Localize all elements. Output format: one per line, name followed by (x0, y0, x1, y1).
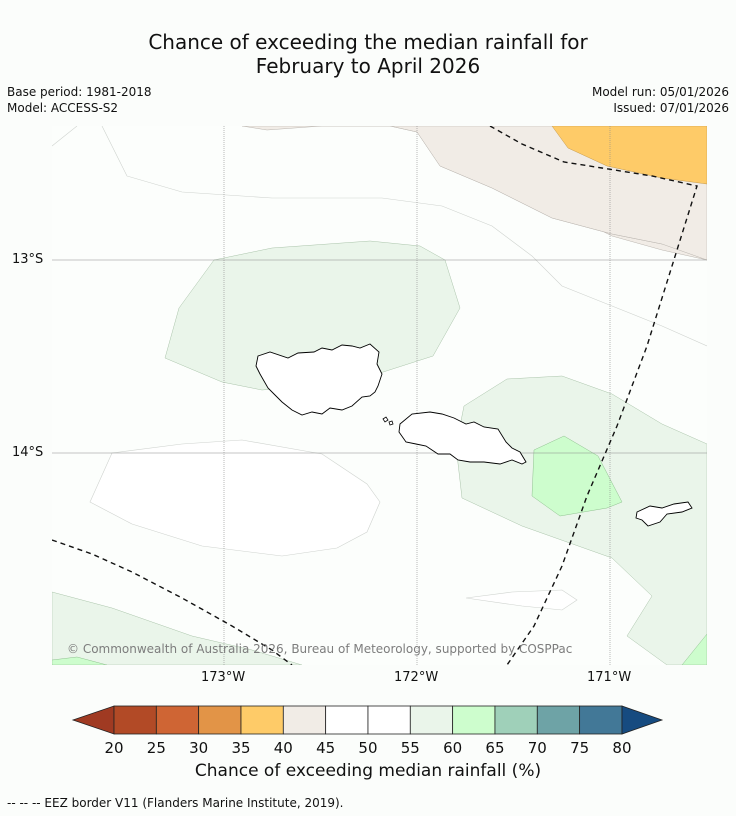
legend-tick-40: 40 (274, 739, 293, 757)
lat-label-14s: 14°S (12, 445, 44, 460)
contour-55-60-savaii (164, 240, 461, 391)
contour-50-55-small (465, 589, 578, 611)
contour-60-65-corner (681, 633, 707, 665)
contour-line-north (52, 126, 707, 347)
legend-cell-25_30 (155, 705, 200, 735)
lon-label-172w: 172°W (394, 670, 439, 685)
legend-cell-50_55 (367, 705, 411, 735)
eez-border-southwest (52, 539, 293, 665)
map-title: Chance of exceeding the median rainfall … (0, 30, 736, 78)
legend-colorbar: 20 25 30 35 40 45 50 55 60 65 70 75 80 (71, 705, 664, 757)
eez-border-north (489, 126, 698, 665)
legend-tick-45: 45 (316, 739, 335, 757)
contour-55-60-southwest (52, 591, 303, 665)
model-name: Model: ACCESS-S2 (7, 101, 119, 115)
copyright-notice: © Commonwealth of Australia 2026, Bureau… (67, 642, 573, 656)
legend-tick-25: 25 (147, 739, 166, 757)
legend-tick-20: 20 (104, 739, 123, 757)
lat-label-13s: 13°S (12, 252, 44, 267)
legend-cell-55_60 (409, 705, 454, 735)
title-line-1: Chance of exceeding the median rainfall … (148, 30, 588, 54)
legend-cell-40_45 (282, 705, 327, 735)
lon-label-173w: 173°W (201, 670, 246, 685)
eez-footnote: -- -- -- EEZ border V11 (Flanders Marine… (7, 796, 344, 810)
gridlines (52, 126, 707, 665)
legend-tick-50: 50 (358, 739, 377, 757)
island-upolu (398, 411, 527, 465)
legend-cell-75_80 (579, 705, 623, 735)
rainfall-map (52, 126, 707, 665)
legend-cell-45_50 (325, 705, 369, 735)
lon-label-171w: 171°W (587, 670, 632, 685)
legend-tick-60: 60 (443, 739, 462, 757)
meta-left: Base period: 1981-2018 Model: ACCESS-S2 (7, 84, 152, 116)
contour-55-60-east (455, 375, 707, 665)
base-period: Base period: 1981-2018 (7, 85, 152, 99)
contour-60-65-east (531, 435, 623, 517)
island-manono (382, 416, 389, 423)
island-tutuila (635, 501, 693, 527)
legend-cell-35_40 (240, 705, 284, 735)
legend-tick-75: 75 (570, 739, 589, 757)
legend-arrow-low (71, 705, 115, 735)
legend-tick-55: 55 (401, 739, 420, 757)
legend-cell-70_75 (536, 705, 581, 735)
legend-title: Chance of exceeding median rainfall (%) (194, 761, 542, 781)
title-line-2: February to April 2026 (255, 54, 481, 78)
legend-cell-20_25 (113, 705, 157, 735)
legend-cell-30_35 (198, 705, 242, 735)
legend-cell-60_65 (452, 705, 496, 735)
legend-tick-80: 80 (612, 739, 631, 757)
model-run: Model run: 05/01/2026 (591, 85, 729, 99)
island-apolima (388, 420, 394, 426)
legend-arrow-high (621, 705, 664, 735)
contour-50-55-south (89, 439, 381, 557)
issued-date: Issued: 07/01/2026 (613, 101, 729, 115)
meta-right: Model run: 05/01/2026 Issued: 07/01/2026 (592, 84, 729, 116)
contour-60-65-southwest (52, 656, 108, 665)
legend-cells (113, 705, 623, 735)
legend-cell-65_70 (494, 705, 538, 735)
legend-ticks: 20 25 30 35 40 45 50 55 60 65 70 75 80 (104, 739, 631, 757)
legend-tick-30: 30 (189, 739, 208, 757)
island-savaii (255, 343, 383, 416)
legend-tick-35: 35 (231, 739, 250, 757)
legend-tick-65: 65 (485, 739, 504, 757)
legend-tick-70: 70 (528, 739, 547, 757)
